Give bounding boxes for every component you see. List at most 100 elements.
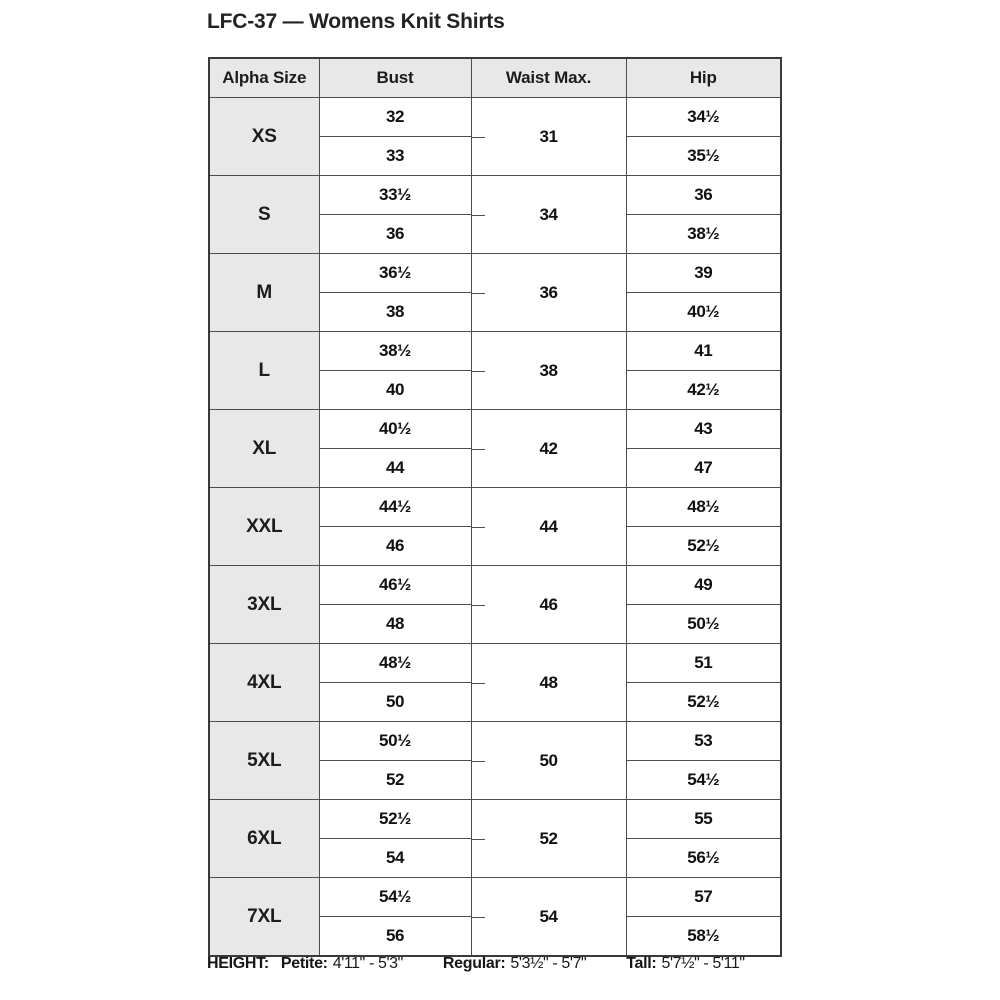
bust-upper-cell: 52½	[318, 799, 472, 839]
hip-upper-cell: 55	[625, 799, 782, 839]
alpha-size-cell: M	[208, 253, 320, 332]
tall-range: 5'7½" - 5'11"	[661, 955, 745, 972]
hip-lower-cell: 42½	[625, 370, 782, 410]
table-row: 40 42½	[209, 370, 782, 410]
height-note: HEIGHT: Petite: 4'11" - 5'3" Regular: 5'…	[207, 955, 785, 973]
table-row: M 36½ 36 39	[208, 253, 782, 332]
hip-upper-cell: 34½	[625, 97, 782, 137]
bust-lower-cell: 44	[318, 448, 472, 488]
table-row: S 33½ 34 36	[208, 175, 782, 254]
hip-upper-cell: 43	[625, 409, 782, 449]
header-waist-max: Waist Max.	[470, 57, 627, 98]
bust-lower-cell: 33	[318, 136, 472, 176]
size-chart-table: Alpha Size Bust Waist Max. Hip XS 32 31 …	[208, 57, 782, 957]
hip-upper-cell: 48½	[625, 487, 782, 527]
bust-upper-cell: 54½	[318, 877, 472, 917]
page-title: LFC-37 — Womens Knit Shirts	[207, 10, 505, 33]
bust-upper-cell: 32	[318, 97, 472, 137]
alpha-size-cell: XS	[208, 97, 320, 176]
table-header-row: Alpha Size Bust Waist Max. Hip	[208, 57, 782, 98]
alpha-size-cell: 6XL	[208, 799, 320, 878]
header-alpha-size: Alpha Size	[208, 57, 320, 98]
bust-lower-cell: 36	[318, 214, 472, 254]
waist-max-cell: 44	[470, 487, 627, 566]
bust-lower-cell: 48	[318, 604, 472, 644]
hip-upper-cell: 41	[625, 331, 782, 371]
header-bust: Bust	[318, 57, 472, 98]
hip-lower-cell: 40½	[625, 292, 782, 332]
bust-upper-cell: 46½	[318, 565, 472, 605]
height-label: HEIGHT:	[207, 955, 269, 972]
hip-upper-cell: 53	[625, 721, 782, 761]
size-chart-body: XS 32 31 34½ 33 35½ S 33½ 34 36 36 38½ M…	[208, 97, 782, 957]
bust-lower-cell: 56	[318, 916, 472, 957]
table-row: 6XL 52½ 52 55	[208, 799, 782, 878]
waist-max-cell: 36	[470, 253, 627, 332]
bust-lower-cell: 38	[318, 292, 472, 332]
height-entry-petite: Petite: 4'11" - 5'3"	[281, 955, 403, 973]
height-entry-regular: Regular: 5'3½" - 5'7"	[442, 955, 587, 973]
alpha-size-cell: L	[208, 331, 320, 410]
table-row: 54 56½	[209, 838, 782, 878]
table-row: 46 52½	[209, 526, 782, 566]
waist-max-cell: 52	[470, 799, 627, 878]
regular-label: Regular:	[442, 955, 506, 972]
waist-max-cell: 50	[470, 721, 627, 800]
bust-lower-cell: 52	[318, 760, 472, 800]
alpha-size-cell: 3XL	[208, 565, 320, 644]
hip-upper-cell: 51	[625, 643, 782, 683]
alpha-size-cell: 4XL	[208, 643, 320, 722]
waist-max-cell: 54	[470, 877, 627, 957]
table-row: L 38½ 38 41	[208, 331, 782, 410]
alpha-size-cell: XXL	[208, 487, 320, 566]
hip-lower-cell: 38½	[625, 214, 782, 254]
table-row: 44 47	[209, 448, 782, 488]
table-row: XXL 44½ 44 48½	[208, 487, 782, 566]
hip-lower-cell: 58½	[625, 916, 782, 957]
bust-upper-cell: 36½	[318, 253, 472, 293]
table-row: 48 50½	[209, 604, 782, 644]
hip-upper-cell: 36	[625, 175, 782, 215]
petite-range: 4'11" - 5'3"	[332, 955, 404, 972]
hip-lower-cell: 54½	[625, 760, 782, 800]
alpha-size-cell: XL	[208, 409, 320, 488]
regular-range: 5'3½" - 5'7"	[510, 955, 587, 972]
hip-lower-cell: 35½	[625, 136, 782, 176]
table-row: 3XL 46½ 46 49	[208, 565, 782, 644]
waist-max-cell: 46	[470, 565, 627, 644]
waist-max-cell: 31	[470, 97, 627, 176]
tall-label: Tall:	[626, 955, 657, 972]
waist-max-cell: 48	[470, 643, 627, 722]
hip-lower-cell: 47	[625, 448, 782, 488]
bust-lower-cell: 46	[318, 526, 472, 566]
hip-upper-cell: 49	[625, 565, 782, 605]
waist-max-cell: 38	[470, 331, 627, 410]
bust-upper-cell: 48½	[318, 643, 472, 683]
bust-lower-cell: 54	[318, 838, 472, 878]
height-entry-tall: Tall: 5'7½" - 5'11"	[626, 955, 745, 973]
table-row: 5XL 50½ 50 53	[208, 721, 782, 800]
waist-max-cell: 34	[470, 175, 627, 254]
hip-lower-cell: 52½	[625, 526, 782, 566]
table-row: 36 38½	[209, 214, 782, 254]
bust-upper-cell: 44½	[318, 487, 472, 527]
table-row: 4XL 48½ 48 51	[208, 643, 782, 722]
alpha-size-cell: S	[208, 175, 320, 254]
alpha-size-cell: 7XL	[208, 877, 320, 957]
table-row: XL 40½ 42 43	[208, 409, 782, 488]
table-row: 50 52½	[209, 682, 782, 722]
hip-lower-cell: 52½	[625, 682, 782, 722]
bust-upper-cell: 33½	[318, 175, 472, 215]
bust-lower-cell: 40	[318, 370, 472, 410]
hip-upper-cell: 39	[625, 253, 782, 293]
hip-lower-cell: 56½	[625, 838, 782, 878]
bust-upper-cell: 50½	[318, 721, 472, 761]
bust-upper-cell: 40½	[318, 409, 472, 449]
petite-label: Petite:	[280, 955, 328, 972]
header-hip: Hip	[625, 57, 782, 98]
table-row: XS 32 31 34½	[208, 97, 782, 176]
table-row: 38 40½	[209, 292, 782, 332]
bust-upper-cell: 38½	[318, 331, 472, 371]
table-row: 7XL 54½ 54 57	[208, 877, 782, 957]
